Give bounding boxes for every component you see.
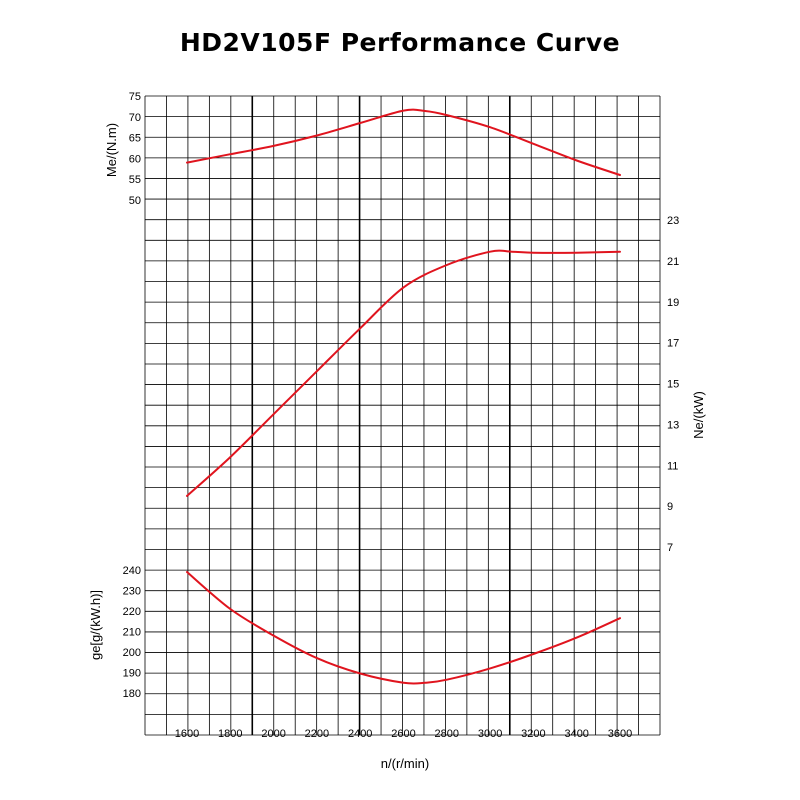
x-tick-label: 2200 xyxy=(305,728,329,740)
right-tick-labels: 7 9 11 13 15 17 19 21 23 xyxy=(667,215,679,554)
x-tick-label: 3000 xyxy=(478,728,502,740)
x-tick-label: 3400 xyxy=(564,728,588,740)
x-tick-labels: 1600 1800 2000 2200 2400 2600 2800 3000 3200 3400… xyxy=(175,728,632,740)
y-tick-label: 190 xyxy=(123,668,141,680)
x-tick-label: 2800 xyxy=(435,728,459,740)
y-tick-label: 240 xyxy=(123,565,141,577)
left-tick-labels: 50 55 60 65 70 75 180 190 200 210 220 230 240 xyxy=(123,91,141,700)
x-tick-label: 1600 xyxy=(175,728,199,740)
x-tick-label: 2600 xyxy=(391,728,415,740)
chart-title: HD2V105F Performance Curve xyxy=(179,28,621,57)
y-tick-label: 70 xyxy=(129,112,141,124)
x-tick-label: 2400 xyxy=(348,728,372,740)
fuel-consumption-axis-label: ge[g/(kW.h)] xyxy=(88,590,103,660)
y-tick-label: 200 xyxy=(123,647,141,659)
y-tick-label: 17 xyxy=(667,338,679,350)
y-tick-label: 60 xyxy=(129,153,141,165)
y-tick-label: 50 xyxy=(129,195,141,207)
y-tick-label: 9 xyxy=(667,501,673,513)
x-axis-label: n/(r/min) xyxy=(381,756,429,771)
torque-axis-label: Me/(N.m) xyxy=(104,123,119,177)
y-tick-label: 11 xyxy=(667,460,678,472)
x-tick-label: 3200 xyxy=(521,728,545,740)
power-curve xyxy=(186,249,621,497)
torque-curve xyxy=(186,108,621,176)
y-tick-label: 180 xyxy=(123,688,141,700)
y-tick-label: 7 xyxy=(667,542,673,554)
x-tick-label: 2000 xyxy=(261,728,285,740)
y-tick-label: 230 xyxy=(123,586,141,598)
x-tick-label: 3600 xyxy=(608,728,632,740)
curves xyxy=(186,108,621,685)
y-tick-label: 55 xyxy=(129,174,141,186)
y-tick-label: 210 xyxy=(123,627,141,639)
y-tick-label: 65 xyxy=(129,133,141,145)
y-tick-label: 19 xyxy=(667,297,679,309)
y-tick-label: 15 xyxy=(667,379,679,391)
y-tick-label: 220 xyxy=(123,606,141,618)
chart-grid xyxy=(144,95,661,736)
power-axis-label: Ne/(kW) xyxy=(691,391,706,439)
fuel-consumption-curve xyxy=(186,571,621,685)
y-tick-label: 23 xyxy=(667,215,679,227)
y-tick-label: 21 xyxy=(667,256,679,268)
y-tick-label: 75 xyxy=(129,91,141,103)
y-tick-label: 13 xyxy=(667,419,679,431)
x-tick-label: 1800 xyxy=(218,728,242,740)
